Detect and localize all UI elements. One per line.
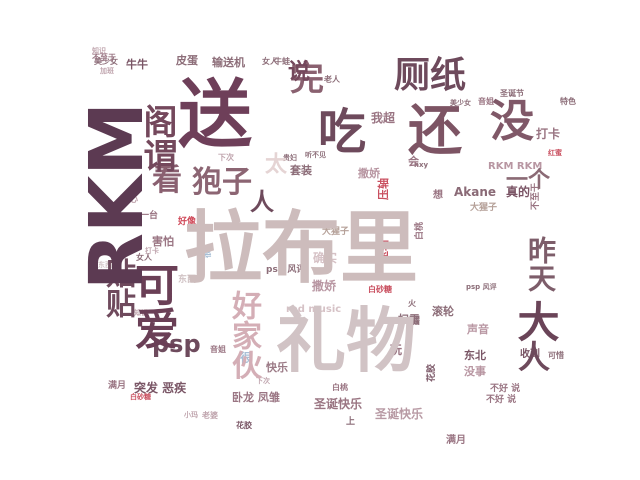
cloud-word: RKM (74, 102, 160, 290)
cloud-word: 下次 (218, 153, 234, 162)
cloud-word: 圣诞快乐 (314, 397, 363, 411)
cloud-word: 套装 (290, 164, 312, 177)
cloud-word: 白砂糖 (368, 285, 392, 294)
cloud-word: 输送机 (212, 56, 245, 69)
cloud-word: 满月 (446, 435, 466, 446)
cloud-word: 阁谓 (137, 104, 177, 172)
cloud-word: psp 风评 (266, 265, 306, 275)
cloud-word: 一台 (140, 211, 159, 221)
cloud-word: 牛蛙 (274, 57, 290, 66)
cloud-word: 音姐 (210, 345, 226, 354)
cloud-word: 大猩子 (322, 227, 350, 237)
cloud-word: 快乐 (266, 361, 288, 374)
cloud-word: 确实 (313, 251, 338, 265)
cloud-word: 白桃 (332, 383, 348, 392)
cloud-word: 东西 (98, 261, 112, 269)
cloud-word: 不至于 (92, 53, 116, 62)
cloud-word: 下次 (256, 377, 270, 385)
cloud-word: 东西 (178, 275, 197, 285)
cloud-word: 贵妇 (283, 154, 297, 162)
cloud-word: 音姐 (478, 97, 494, 106)
cloud-word: 打卡 (536, 127, 561, 141)
cloud-word: 拉布里 (184, 204, 419, 294)
cloud-word: 人 (513, 340, 551, 372)
cloud-word: 收到 (520, 349, 540, 360)
cloud-word: 可惜 (404, 317, 420, 326)
cloud-word: 不好 说 (490, 384, 521, 394)
cloud-word: 女人 (262, 57, 278, 66)
cloud-word: 没 (490, 96, 534, 147)
cloud-word: RKM RKM (488, 161, 543, 172)
cloud-word: 一个 (506, 168, 551, 193)
cloud-word: 扫雷 (398, 313, 420, 326)
cloud-word: 大 (511, 300, 560, 342)
cloud-word: 厕纸 (394, 55, 467, 96)
cloud-word: 圣诞节 (500, 89, 524, 98)
cloud-word: 真的 (506, 185, 531, 199)
cloud-word: 滚轮 (432, 305, 454, 318)
cloud-word: 可惜 (548, 351, 564, 360)
cloud-word: 说 (288, 60, 311, 85)
cloud-word: 会 (408, 155, 419, 168)
cloud-word: 可爱 (127, 262, 178, 350)
cloud-word: 吃 (318, 104, 367, 160)
cloud-word: 完 (290, 59, 324, 99)
cloud-word: 美少女 (94, 57, 118, 66)
cloud-word: 送 (178, 72, 252, 158)
cloud-word: 我超 (371, 111, 396, 125)
cloud-word: 满月 (108, 381, 127, 391)
cloud-word: 知识 (134, 309, 148, 317)
cloud-word: 想 (433, 190, 443, 201)
cloud-word: 红蜜 (548, 149, 562, 157)
cloud-word: 不好 说 (486, 395, 517, 405)
cloud-word: 声音 (467, 323, 489, 336)
cloud-word: 听不见 (305, 151, 326, 159)
cloud-word: 花胶 (236, 421, 252, 430)
cloud-word: 玩 (390, 343, 403, 357)
cloud-word: 撒娇 (358, 167, 380, 180)
cloud-word: 牛牛 (126, 58, 148, 71)
cloud-word: psp (152, 330, 201, 358)
cloud-word: 还 (408, 99, 462, 162)
cloud-word: 皮蛋 (176, 54, 198, 67)
cloud-word: 白砂糖 (130, 393, 151, 401)
cloud-word: 突发 恶疾 (134, 381, 187, 395)
cloud-word: hxy (414, 161, 429, 169)
cloud-word: 看 (152, 163, 182, 198)
cloud-word: 太 (261, 152, 286, 174)
cloud-word: 东北 (464, 349, 486, 362)
cloud-word: 老婆 (202, 411, 218, 420)
cloud-word: 花胶 (427, 363, 437, 382)
cloud-word: 贴贴 (100, 258, 135, 318)
cloud-word: 老人 (324, 75, 340, 84)
cloud-word: 狍子 (192, 165, 252, 200)
cloud-word: 人 (250, 188, 274, 216)
cloud-word: 女人 (136, 253, 152, 262)
cloud-word: 大猩子 (470, 203, 498, 213)
cloud-word: 好家伙 (226, 290, 261, 380)
cloud-word: 昨天 (524, 236, 557, 292)
cloud-word: Akane (454, 185, 497, 199)
cloud-word: 开心 (120, 195, 139, 205)
cloud-word: 打卡 (145, 247, 159, 255)
cloud-word: 知识 (92, 47, 106, 55)
cloud-word: 上 (346, 417, 356, 427)
cloud-word: 圣诞快乐 (375, 407, 424, 421)
cloud-word: 美少女 (450, 99, 471, 107)
cloud-word: 礼物 (276, 300, 416, 382)
cloud-word: 撒娇 (312, 279, 337, 293)
cloud-word: 卧龙 凤雏 (232, 391, 280, 404)
cloud-word: 害怕 (152, 235, 174, 248)
cloud-word: 压轴 (377, 178, 390, 200)
cloud-word: 很 (240, 351, 253, 365)
cloud-word: 火 (408, 299, 416, 308)
cloud-word: 加班 (100, 67, 114, 75)
cloud-word: 没事 (464, 365, 486, 378)
cloud-word: red music (286, 304, 342, 315)
cloud-word: psp 风评 (466, 283, 497, 291)
cloud-word: 特色 (560, 97, 576, 106)
cloud-word: 小玛 (184, 411, 198, 419)
cloud-word: 好像 (178, 217, 197, 227)
